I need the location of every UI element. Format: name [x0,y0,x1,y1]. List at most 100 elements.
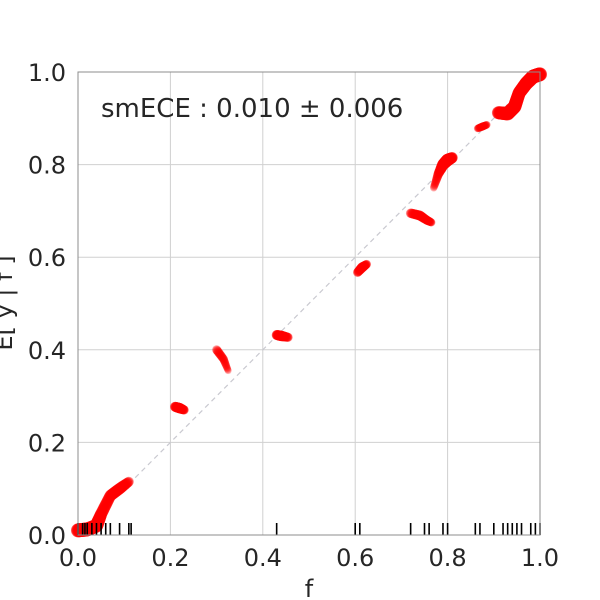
curve-point [216,351,226,361]
curve-point [477,123,486,131]
x-tick-label: 0.2 [151,544,189,572]
curve-point [425,217,435,226]
curve-point [274,330,285,341]
curve-point [103,491,116,503]
curve-point [407,208,418,219]
curve-point [170,401,181,412]
curve-point [431,176,441,186]
curve-point [474,124,483,133]
curve-point [422,215,432,225]
curve-point [427,218,436,227]
curve-point [179,405,189,415]
curve-point [213,347,223,357]
curve-point [224,367,232,375]
curve-point [433,171,443,181]
curve-point [271,329,282,340]
curve-point [423,216,433,226]
curve-point [358,261,368,272]
x-tick-labels: 0.0 0.2 0.4 0.6 0.8 1.0 [59,544,559,572]
curve-point [172,402,183,413]
curve-point [353,267,363,277]
curve-point [410,209,421,220]
curve-point [273,330,284,341]
curve-point [273,330,284,341]
curve-point [279,331,290,342]
curve-point [277,330,288,342]
curve-point [224,366,232,374]
curve-point [113,482,126,495]
curve-point [117,480,129,492]
curve-point [411,209,421,220]
curve-point [479,122,488,130]
curve-point [282,332,292,342]
curve-point [418,213,429,223]
curve-point [216,350,225,360]
curve-point [359,261,369,271]
curve-point [482,121,490,129]
curve-point [105,488,118,501]
curve-point [173,402,184,413]
curve-point [170,401,182,413]
curve-point [353,266,364,276]
curve-point [277,331,288,342]
curve-point [283,332,293,342]
curve-point [412,210,423,220]
curve-point [362,260,371,269]
curve-point [433,168,444,179]
curve-point [279,331,290,342]
curve-point [280,332,291,342]
curve-point [114,482,126,494]
x-tick-label: 0.4 [244,544,282,572]
curve-point [415,210,426,221]
curve-point [221,360,230,368]
curve-point [481,121,490,130]
x-tick-label: 1.0 [521,544,559,572]
curve-point [414,210,425,221]
curve-point [177,404,188,415]
curve-point [408,209,419,219]
curve-point [474,124,483,132]
curve-point [357,262,368,273]
curve-point [482,121,491,129]
curve-point [432,172,442,182]
curve-point [280,331,291,342]
curve-point [275,330,286,341]
curve-point [417,211,427,222]
curve-point [431,177,440,186]
curve-point [409,209,419,219]
curve-point [355,263,366,274]
curve-point [106,488,119,500]
curve-point [444,152,457,165]
curve-point [478,122,487,131]
curve-point [477,123,485,132]
x-tick-label: 0.6 [336,544,374,572]
y-tick-label: 0.8 [28,152,66,180]
curve-segment [473,121,491,133]
curve-point [432,173,442,183]
curve-point [112,483,125,496]
curve-point [174,403,186,414]
curve-point [356,263,367,274]
curve-point [174,402,185,414]
curve-point [360,260,370,270]
curve-segment [212,345,232,375]
curve-point [355,265,365,275]
curve-point [176,404,187,414]
curve-point [425,217,434,226]
curve-point [123,476,134,487]
curve-point [406,208,417,219]
curve-point [178,405,189,415]
curve-point [425,217,434,226]
curve-point [215,350,225,359]
curve-point [357,262,368,272]
curve-point [171,402,182,413]
curve-point [422,215,432,225]
curve-point [421,214,431,225]
curve-point [473,124,482,133]
curve-point [177,404,188,415]
curve-point [445,152,457,164]
curve-point [175,403,186,414]
curve-point [108,486,121,499]
curve-point [416,211,427,222]
curve-point [405,208,416,218]
